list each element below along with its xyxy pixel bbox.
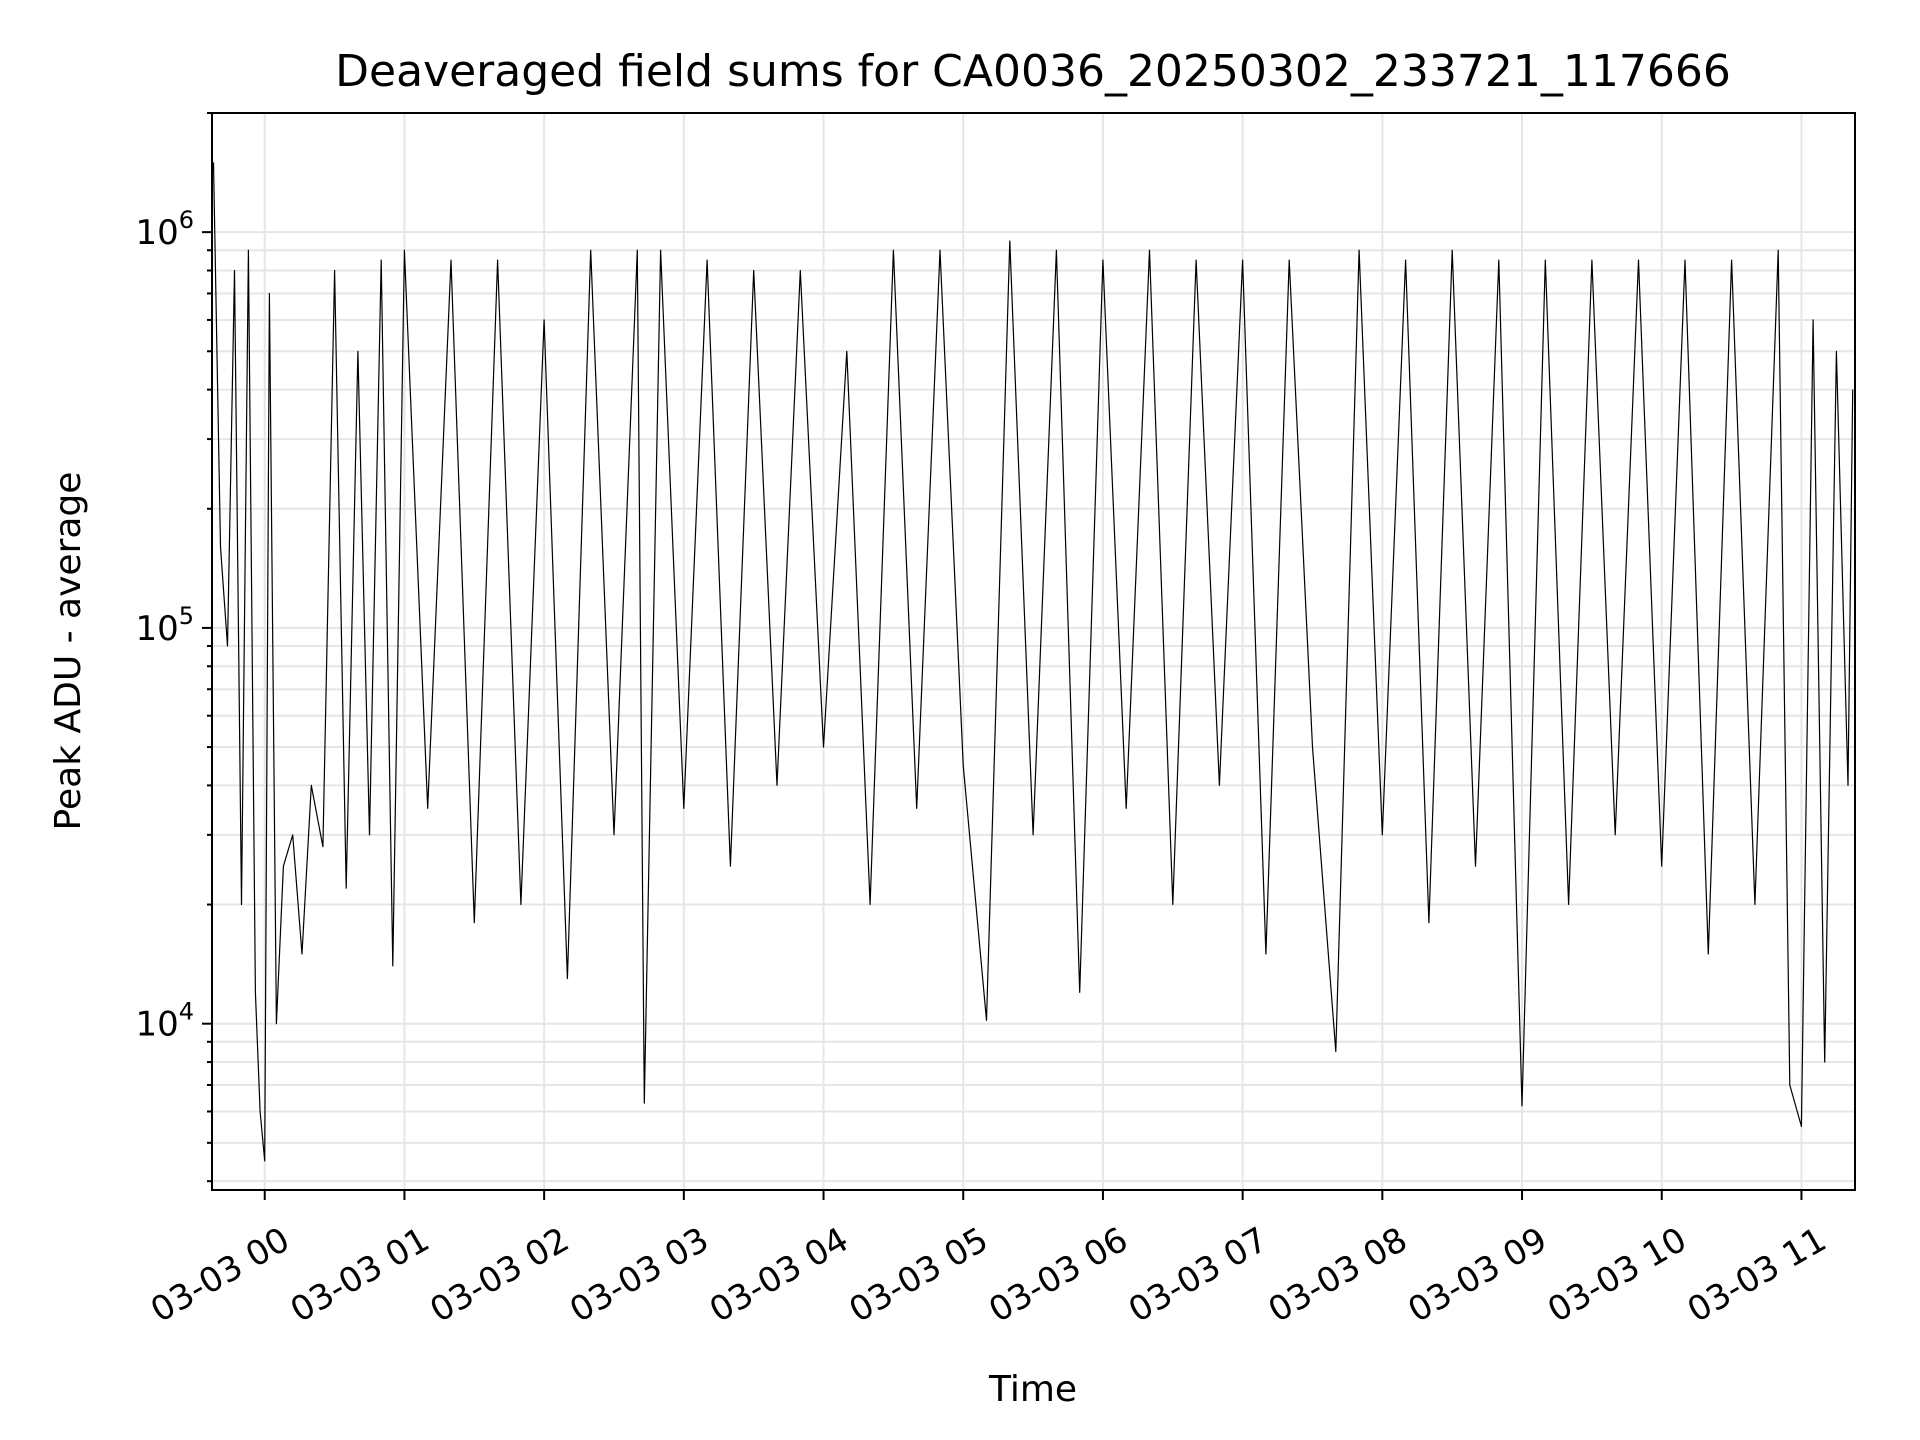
x-tick-label: 03-03 06: [982, 1220, 1134, 1331]
y-tick-label: 106: [135, 206, 194, 253]
x-tick-label: 03-03 08: [1262, 1220, 1414, 1331]
x-tick-label: 03-03 11: [1681, 1220, 1833, 1331]
y-tick-base: 10: [135, 609, 178, 649]
y-tick-exponent: 5: [179, 602, 194, 630]
y-tick-label: 104: [135, 998, 194, 1045]
x-tick-label: 03-03 10: [1541, 1220, 1693, 1331]
plot-area: [212, 113, 1855, 1190]
x-axis-label: Time: [988, 1369, 1077, 1410]
x-tick-label: 03-03 09: [1401, 1220, 1553, 1331]
x-tick-label: 03-03 04: [703, 1220, 855, 1331]
y-tick-label: 105: [135, 602, 194, 649]
y-tick-exponent: 6: [179, 206, 194, 234]
x-tick-label: 03-03 05: [843, 1220, 995, 1331]
y-tick-base: 10: [135, 213, 178, 253]
x-tick-label: 03-03 02: [424, 1220, 576, 1331]
x-tick-label: 03-03 03: [563, 1220, 715, 1331]
plot-frame: [211, 112, 1856, 1191]
x-tick-label: 03-03 07: [1122, 1220, 1274, 1331]
series-layer: [212, 162, 1854, 1162]
x-tick-label: 03-03 01: [284, 1220, 436, 1331]
chart-title: Deaveraged field sums for CA0036_2025030…: [335, 46, 1731, 97]
x-tick-label: 03-03 00: [144, 1220, 296, 1331]
y-tick-exponent: 4: [179, 998, 194, 1026]
y-tick-base: 10: [135, 1005, 178, 1045]
y-axis-label: Peak ADU - average: [48, 472, 89, 831]
series-line-0: [212, 162, 1854, 1162]
